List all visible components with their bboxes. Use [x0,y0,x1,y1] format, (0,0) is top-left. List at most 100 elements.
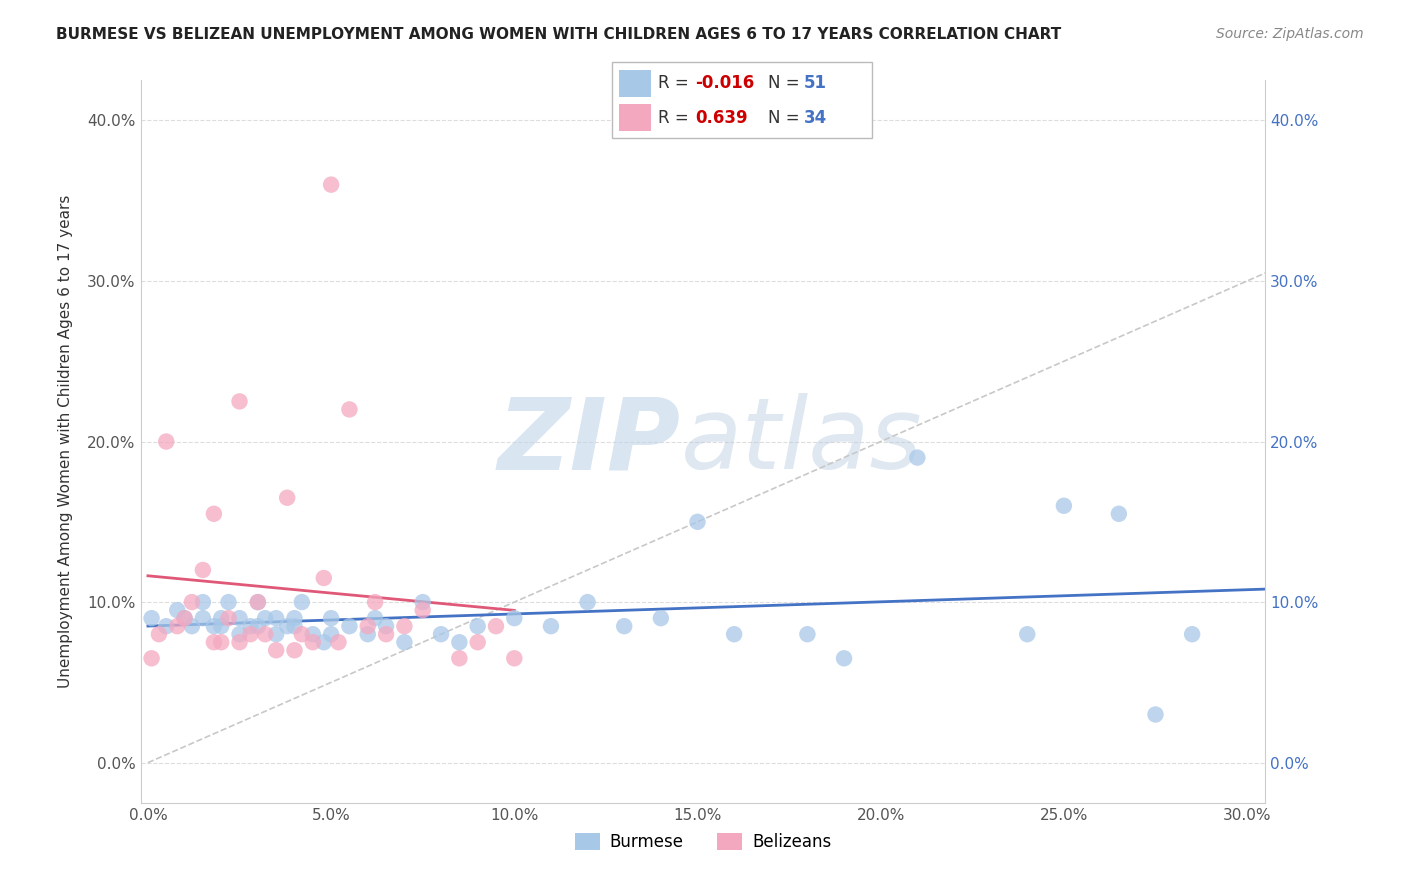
Point [283,619,305,633]
Point [357,619,380,633]
Point [613,619,636,633]
Text: 34: 34 [804,109,827,127]
Point [246,619,269,633]
Text: 0.639: 0.639 [695,109,748,127]
Point [540,619,562,633]
Point [321,627,343,641]
FancyBboxPatch shape [612,62,872,138]
Text: BURMESE VS BELIZEAN UNEMPLOYMENT AMONG WOMEN WITH CHILDREN AGES 6 TO 17 YEARS CO: BURMESE VS BELIZEAN UNEMPLOYMENT AMONG W… [56,27,1062,42]
Point [209,611,232,625]
Point [328,635,350,649]
FancyBboxPatch shape [620,104,651,130]
Point [239,627,262,641]
Point [209,619,232,633]
Point [202,619,225,633]
Point [141,651,163,665]
Point [202,507,225,521]
Point [375,619,398,633]
Point [832,651,855,665]
Point [467,635,489,649]
Point [301,627,323,641]
Point [312,635,335,649]
Point [467,619,489,633]
Point [357,627,380,641]
Point [321,611,343,625]
Text: N =: N = [768,109,804,127]
Point [485,619,508,633]
Point [218,595,240,609]
Point [218,611,240,625]
Point [321,178,343,192]
Point [412,603,434,617]
Point [180,619,202,633]
Point [1181,627,1204,641]
FancyBboxPatch shape [620,70,651,96]
Point [173,611,195,625]
Point [430,627,453,641]
Point [1144,707,1167,722]
Point [202,635,225,649]
Point [155,619,177,633]
Point [291,627,314,641]
Point [166,603,188,617]
Y-axis label: Unemployment Among Women with Children Ages 6 to 17 years: Unemployment Among Women with Children A… [59,194,73,689]
Text: 51: 51 [804,74,827,92]
Point [191,595,214,609]
Point [228,394,250,409]
Point [1053,499,1076,513]
Point [723,627,745,641]
Point [148,627,170,641]
Point [264,643,287,657]
Point [650,611,672,625]
Point [276,619,298,633]
Point [166,619,188,633]
Point [503,651,526,665]
Text: N =: N = [768,74,804,92]
Point [312,571,335,585]
Point [254,627,277,641]
Point [291,595,314,609]
Point [155,434,177,449]
Legend: Burmese, Belizeans: Burmese, Belizeans [567,825,839,860]
Point [576,595,599,609]
Point [283,643,305,657]
Point [339,619,361,633]
Point [364,595,387,609]
Point [246,595,269,609]
Point [449,651,471,665]
Text: atlas: atlas [681,393,922,490]
Point [283,611,305,625]
Point [394,635,416,649]
Point [394,619,416,633]
Point [503,611,526,625]
Text: R =: R = [658,74,695,92]
Point [686,515,709,529]
Text: ZIP: ZIP [498,393,681,490]
Point [191,611,214,625]
Point [228,635,250,649]
Point [239,619,262,633]
Point [173,611,195,625]
Point [254,611,277,625]
Point [1108,507,1130,521]
Point [905,450,928,465]
Point [364,611,387,625]
Point [264,627,287,641]
Point [180,595,202,609]
Point [264,611,287,625]
Point [1017,627,1039,641]
Point [191,563,214,577]
Point [375,627,398,641]
Point [276,491,298,505]
Point [246,595,269,609]
Point [228,627,250,641]
Text: Source: ZipAtlas.com: Source: ZipAtlas.com [1216,27,1364,41]
Point [412,595,434,609]
Point [339,402,361,417]
Point [141,611,163,625]
Text: R =: R = [658,109,695,127]
Text: -0.016: -0.016 [695,74,754,92]
Point [449,635,471,649]
Point [796,627,818,641]
Point [228,611,250,625]
